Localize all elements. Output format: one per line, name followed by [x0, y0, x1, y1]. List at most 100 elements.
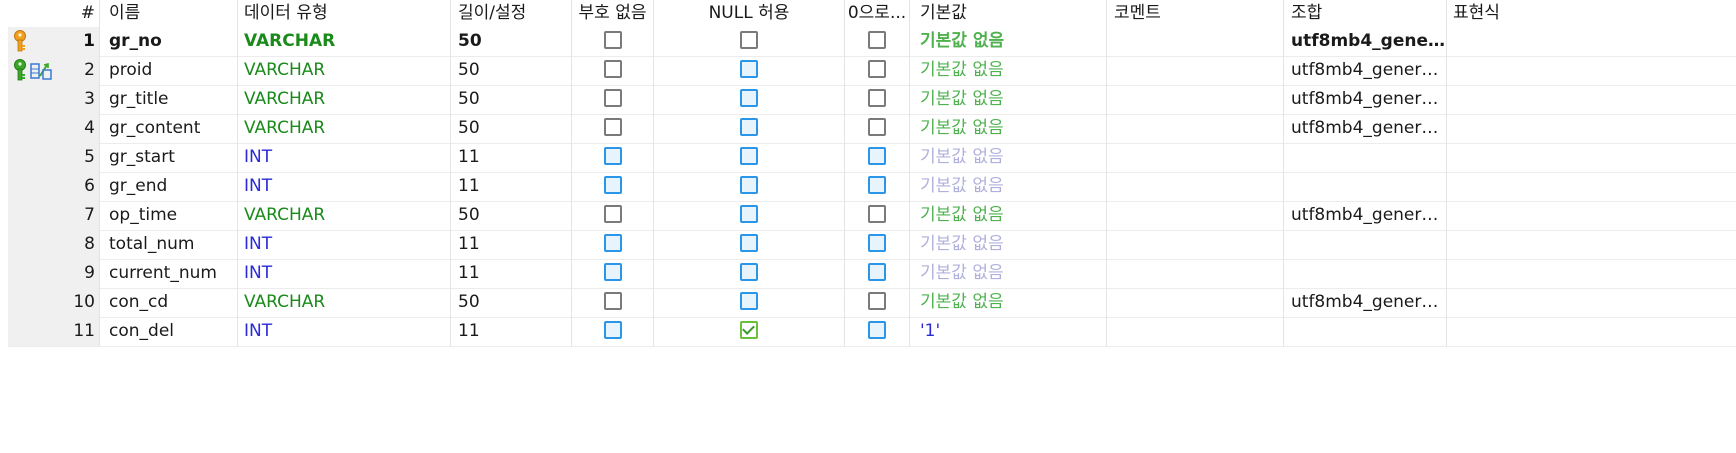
column-type[interactable]: INT — [237, 230, 450, 259]
column-default[interactable]: 기본값 없음 — [909, 288, 1106, 317]
zerofill-checkbox[interactable] — [868, 233, 886, 252]
column-type[interactable]: VARCHAR — [237, 114, 450, 143]
column-comment[interactable] — [1106, 56, 1283, 85]
column-comment[interactable] — [1106, 114, 1283, 143]
column-type[interactable]: INT — [237, 259, 450, 288]
column-name[interactable]: gr_title — [99, 85, 237, 114]
column-name[interactable]: proid — [99, 56, 237, 85]
column-expression[interactable] — [1446, 317, 1736, 346]
column-default[interactable]: '1' — [909, 317, 1106, 346]
column-comment[interactable] — [1106, 172, 1283, 201]
column-length[interactable]: 50 — [450, 27, 571, 56]
column-type[interactable]: INT — [237, 143, 450, 172]
column-type[interactable]: VARCHAR — [237, 288, 450, 317]
row-gutter[interactable] — [8, 27, 66, 56]
zerofill-checkbox[interactable] — [868, 88, 886, 107]
allow-null-checkbox[interactable] — [740, 233, 758, 252]
column-expression[interactable] — [1446, 201, 1736, 230]
column-collation[interactable] — [1283, 317, 1446, 346]
column-type[interactable]: VARCHAR — [237, 27, 450, 56]
unsigned-checkbox[interactable] — [603, 291, 622, 310]
header-expression[interactable]: 표현식 — [1446, 0, 1736, 29]
column-type[interactable]: VARCHAR — [237, 85, 450, 114]
column-default[interactable]: 기본값 없음 — [909, 201, 1106, 230]
table-row[interactable]: 7 op_time VARCHAR 50 기본값 없음 utf8mb4_gene… — [8, 201, 1736, 231]
column-comment[interactable] — [1106, 288, 1283, 317]
table-row[interactable]: 10 con_cd VARCHAR 50 기본값 없음 utf8mb4_gene… — [8, 288, 1736, 318]
zerofill-checkbox[interactable] — [868, 291, 886, 310]
column-expression[interactable] — [1446, 288, 1736, 317]
column-expression[interactable] — [1446, 114, 1736, 143]
column-collation[interactable]: utf8mb4_general_ci — [1283, 288, 1446, 317]
unsigned-checkbox[interactable] — [603, 30, 622, 49]
zerofill-checkbox[interactable] — [868, 59, 886, 78]
zerofill-checkbox[interactable] — [868, 262, 886, 281]
allow-null-checkbox[interactable] — [740, 146, 758, 165]
zerofill-checkbox[interactable] — [868, 146, 886, 165]
column-comment[interactable] — [1106, 143, 1283, 172]
column-collation[interactable] — [1283, 172, 1446, 201]
header-allow-null[interactable]: NULL 허용 — [653, 0, 844, 29]
row-gutter[interactable] — [8, 201, 66, 230]
unsigned-checkbox[interactable] — [603, 146, 622, 165]
table-row[interactable]: 6 gr_end INT 11 기본값 없음 — [8, 172, 1736, 202]
column-name[interactable]: total_num — [99, 230, 237, 259]
zerofill-checkbox[interactable] — [868, 117, 886, 136]
zerofill-checkbox[interactable] — [868, 30, 886, 49]
column-name[interactable]: con_cd — [99, 288, 237, 317]
row-gutter[interactable] — [8, 85, 66, 114]
table-row[interactable]: 5 gr_start INT 11 기본값 없음 — [8, 143, 1736, 173]
column-expression[interactable] — [1446, 172, 1736, 201]
table-row[interactable]: 1 gr_no VARCHAR 50 기본값 없음 utf8mb4_genera… — [8, 27, 1736, 57]
column-name[interactable]: gr_content — [99, 114, 237, 143]
header-length[interactable]: 길이/설정 — [450, 0, 571, 29]
table-row[interactable]: 8 total_num INT 11 기본값 없음 — [8, 230, 1736, 260]
column-comment[interactable] — [1106, 201, 1283, 230]
row-gutter[interactable] — [8, 114, 66, 143]
column-name[interactable]: op_time — [99, 201, 237, 230]
column-expression[interactable] — [1446, 143, 1736, 172]
column-default[interactable]: 기본값 없음 — [909, 114, 1106, 143]
allow-null-checkbox[interactable] — [740, 262, 758, 281]
column-type[interactable]: VARCHAR — [237, 56, 450, 85]
row-gutter[interactable] — [8, 288, 66, 317]
row-gutter[interactable] — [8, 143, 66, 172]
header-default[interactable]: 기본값 — [909, 0, 1106, 29]
column-default[interactable]: 기본값 없음 — [909, 259, 1106, 288]
header-comment[interactable]: 코멘트 — [1106, 0, 1283, 29]
column-comment[interactable] — [1106, 259, 1283, 288]
column-comment[interactable] — [1106, 230, 1283, 259]
row-gutter[interactable] — [8, 317, 66, 346]
column-type[interactable]: INT — [237, 317, 450, 346]
column-length[interactable]: 50 — [450, 85, 571, 114]
column-collation[interactable] — [1283, 230, 1446, 259]
column-expression[interactable] — [1446, 56, 1736, 85]
column-comment[interactable] — [1106, 85, 1283, 114]
column-default[interactable]: 기본값 없음 — [909, 85, 1106, 114]
unsigned-checkbox[interactable] — [603, 233, 622, 252]
column-collation[interactable]: utf8mb4_general_ci — [1283, 201, 1446, 230]
column-collation[interactable]: utf8mb4_general_ci — [1283, 85, 1446, 114]
column-length[interactable]: 11 — [450, 230, 571, 259]
row-gutter[interactable] — [8, 230, 66, 259]
column-length[interactable]: 50 — [450, 288, 571, 317]
column-name[interactable]: gr_end — [99, 172, 237, 201]
table-row[interactable]: 3 gr_title VARCHAR 50 기본값 없음 utf8mb4_gen… — [8, 85, 1736, 115]
header-type[interactable]: 데이터 유형 — [237, 0, 450, 29]
column-length[interactable]: 11 — [450, 143, 571, 172]
allow-null-checkbox[interactable] — [740, 59, 758, 78]
column-length[interactable]: 11 — [450, 317, 571, 346]
column-collation[interactable] — [1283, 143, 1446, 172]
column-collation[interactable] — [1283, 259, 1446, 288]
column-name[interactable]: current_num — [99, 259, 237, 288]
column-length[interactable]: 11 — [450, 172, 571, 201]
column-expression[interactable] — [1446, 85, 1736, 114]
column-collation[interactable]: utf8mb4_genera... — [1283, 27, 1446, 56]
column-type[interactable]: INT — [237, 172, 450, 201]
row-gutter[interactable] — [8, 259, 66, 288]
row-gutter[interactable] — [8, 172, 66, 201]
column-name[interactable]: gr_no — [99, 27, 237, 56]
allow-null-checkbox[interactable] — [740, 88, 758, 107]
allow-null-checkbox[interactable] — [740, 175, 758, 194]
unsigned-checkbox[interactable] — [603, 204, 622, 223]
